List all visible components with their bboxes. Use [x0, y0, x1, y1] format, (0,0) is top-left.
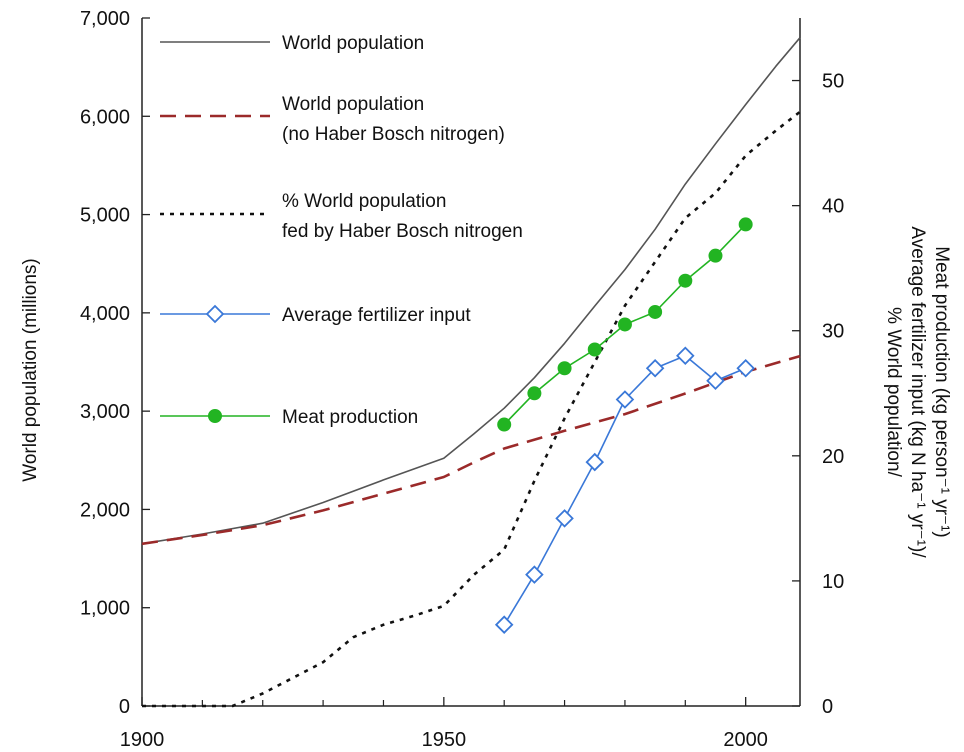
legend-label-2: World population — [282, 94, 424, 115]
y-left-tick-label: 2,000 — [80, 499, 130, 521]
legend-label-2: (no Haber Bosch nitrogen) — [282, 124, 505, 145]
y-right-title-line: % World population/ — [883, 307, 904, 477]
legend-label-3: % World population — [282, 191, 446, 212]
y-left-tick-label: 5,000 — [80, 205, 130, 227]
y-right-tick-label: 30 — [822, 321, 844, 343]
y-right-tick-label: 0 — [822, 696, 833, 718]
x-tick-label: 1950 — [422, 729, 467, 751]
y-right-tick-label: 10 — [822, 571, 844, 593]
y-right-axis-title: % World population/Average fertilizer in… — [883, 226, 952, 558]
y-left-tick-label: 1,000 — [80, 598, 130, 620]
fertilizer-marker — [494, 615, 514, 634]
y-right-tick-label: 40 — [822, 196, 844, 218]
fertilizer-marker — [706, 371, 725, 391]
fertilizer-marker — [676, 346, 695, 366]
y-left-tick-label: 7,000 — [80, 8, 130, 30]
legend-label-4: Average fertilizer input — [282, 305, 471, 326]
fertilizer-marker — [205, 304, 225, 324]
series-layer — [141, 37, 801, 708]
meat-marker — [648, 304, 663, 319]
y-left-axis-title: World population (millions) — [20, 258, 41, 482]
meat-marker — [678, 273, 693, 288]
y-left-tick-label: 0 — [119, 696, 130, 718]
meat-marker — [497, 417, 512, 432]
series-line-3 — [142, 110, 801, 708]
legend-label-5: Meat production — [282, 407, 418, 428]
y-right-tick-label: 50 — [822, 71, 844, 93]
axes: 0 1,000 2,000 3,000 4,000 5,000 6,000 7,000 0 10 2… — [80, 8, 844, 751]
series-line-1 — [141, 37, 801, 545]
legend-label-3: fed by Haber Bosch nitrogen — [282, 221, 523, 242]
legend-label-1: World population — [282, 33, 424, 54]
y-left-tick-label: 4,000 — [80, 303, 130, 325]
legend: World population World population (no Habe… — [160, 33, 523, 428]
meat-marker — [617, 317, 632, 332]
meat-marker — [738, 217, 753, 232]
fertilizer-marker — [736, 358, 755, 378]
x-tick-label: 2000 — [723, 729, 768, 751]
meat-marker — [557, 361, 572, 376]
meat-marker — [208, 409, 222, 423]
y-left-tick-label: 3,000 — [80, 401, 130, 423]
y-right-tick-label: 20 — [822, 446, 844, 468]
fertilizer-marker — [585, 452, 605, 472]
meat-marker — [527, 386, 542, 401]
y-right-title-line: Meat production (kg person⁻¹ yr⁻¹) — [931, 246, 952, 537]
fertilizer-marker — [615, 390, 635, 409]
fertilizer-marker — [645, 358, 665, 378]
y-left-tick-label: 6,000 — [80, 106, 130, 128]
fertilizer-marker — [525, 565, 544, 584]
fertilizer-marker — [555, 509, 574, 528]
series-line-2 — [141, 354, 801, 546]
meat-marker — [708, 248, 723, 263]
y-right-title-line: Average fertilizer input (kg N ha⁻¹ yr⁻¹… — [907, 226, 928, 558]
meat-marker — [587, 342, 602, 357]
x-tick-label: 1900 — [120, 729, 165, 751]
